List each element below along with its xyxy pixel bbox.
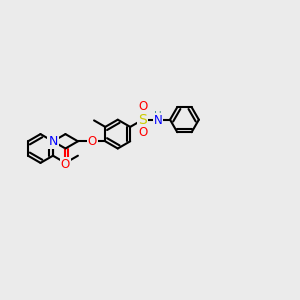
Text: N: N bbox=[154, 114, 162, 128]
Text: S: S bbox=[138, 113, 147, 127]
Text: H: H bbox=[154, 111, 162, 121]
Text: O: O bbox=[139, 100, 148, 113]
Text: O: O bbox=[139, 126, 148, 140]
Text: O: O bbox=[61, 158, 70, 171]
Text: N: N bbox=[48, 135, 58, 148]
Text: O: O bbox=[88, 135, 97, 148]
